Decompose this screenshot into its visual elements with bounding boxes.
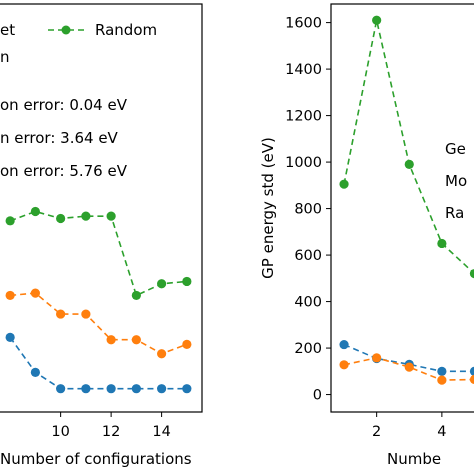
data-point-1-1-3 xyxy=(437,375,447,385)
data-point-0-1-4 xyxy=(106,335,116,345)
data-point-0-0-1 xyxy=(30,367,40,377)
data-point-0-2-2 xyxy=(56,213,66,224)
data-point-0-1-2 xyxy=(56,309,66,319)
data-point-1-2-1 xyxy=(372,15,382,25)
y-tick-label-1-6: 1200 xyxy=(285,109,322,125)
data-point-0-2-4 xyxy=(106,211,116,221)
annotation-model-error: n error: 3.64 eV xyxy=(0,129,119,147)
data-point-0-0-7 xyxy=(182,384,192,394)
data-point-0-2-5 xyxy=(131,290,141,301)
left-plot-frame xyxy=(0,3,203,413)
data-point-0-1-6 xyxy=(157,349,167,359)
left-x-ticks: 10 12 14 xyxy=(51,412,171,440)
data-point-0-2-0 xyxy=(5,216,15,226)
y-tick-label-1-5: 1000 xyxy=(285,155,322,171)
data-point-1-1-4 xyxy=(469,374,474,385)
y-tick-label-1-3: 600 xyxy=(294,248,322,264)
legend-entry-geodesic: et xyxy=(0,21,15,39)
data-point-1-2-2 xyxy=(404,159,414,170)
left-panel: 10 12 14 Number of configurations et n Ran… xyxy=(0,3,203,468)
data-point-1-0-4 xyxy=(469,366,474,376)
data-point-1-1-1 xyxy=(372,353,382,363)
left-series-group xyxy=(5,206,192,394)
y-tick-label-1-0: 0 xyxy=(313,388,322,404)
y-tick-label-1-2: 400 xyxy=(294,295,322,311)
right-x-axis-label: Numbe xyxy=(387,450,441,468)
series-line-1-1 xyxy=(343,357,474,381)
y-tick-label-1-1: 200 xyxy=(294,341,322,357)
right-legend-model: Mo xyxy=(445,172,467,190)
x-tick-label-1-0: 2 xyxy=(372,424,381,440)
data-point-1-1-0 xyxy=(339,360,349,370)
data-point-0-0-2 xyxy=(56,384,66,394)
right-legend-geodesic: Ge xyxy=(445,140,466,158)
right-y-axis-label: GP energy std (eV) xyxy=(259,137,277,279)
annotation-random-error: on error: 5.76 eV xyxy=(0,162,128,180)
right-y-ticks: 0 200 400 600 800 1000 1200 1400 1600 xyxy=(285,16,331,404)
annotation-geodesic-error: on error: 0.04 eV xyxy=(0,96,128,114)
data-point-1-0-3 xyxy=(437,366,447,376)
legend-entry-model: n xyxy=(0,48,10,66)
y-tick-label-1-7: 1400 xyxy=(285,62,322,78)
y-tick-label-1-4: 800 xyxy=(294,202,322,218)
data-point-0-2-1 xyxy=(30,206,40,217)
data-point-0-1-3 xyxy=(81,309,91,319)
data-point-1-2-0 xyxy=(339,179,349,189)
left-legend: et n Random xyxy=(0,21,157,66)
data-point-1-2-4 xyxy=(469,269,474,279)
data-point-0-0-4 xyxy=(106,384,116,394)
data-point-1-2-3 xyxy=(437,238,447,249)
data-point-0-1-1 xyxy=(30,288,40,298)
data-point-0-0-6 xyxy=(157,384,167,394)
data-point-0-2-3 xyxy=(81,211,91,221)
data-point-0-2-6 xyxy=(157,279,167,289)
data-point-0-2-7 xyxy=(182,276,192,287)
left-x-axis-label: Number of configurations xyxy=(0,450,192,468)
data-point-0-0-5 xyxy=(131,384,141,394)
data-point-0-1-0 xyxy=(5,290,15,301)
y-tick-label-1-8: 1600 xyxy=(285,16,322,32)
x-tick-label-0-0: 10 xyxy=(51,424,69,440)
x-tick-label-0-2: 14 xyxy=(152,424,170,440)
x-tick-label-1-1: 4 xyxy=(437,424,446,440)
x-tick-label-0-1: 12 xyxy=(102,424,120,440)
data-point-1-1-2 xyxy=(404,362,414,372)
legend-entry-random: Random xyxy=(95,21,157,39)
data-point-1-0-0 xyxy=(339,339,349,350)
data-point-0-1-7 xyxy=(182,339,192,349)
data-point-0-0-3 xyxy=(81,384,91,394)
right-series-group xyxy=(339,15,474,385)
data-point-0-1-5 xyxy=(131,335,141,345)
series-line-0-0 xyxy=(9,336,187,390)
series-line-0-1 xyxy=(10,292,188,355)
right-legend-random: Ra xyxy=(445,204,464,222)
series-line-1-0 xyxy=(343,343,474,373)
right-plot-frame xyxy=(330,3,474,413)
data-point-0-0-0 xyxy=(5,332,15,342)
legend-random-marker xyxy=(61,25,71,35)
